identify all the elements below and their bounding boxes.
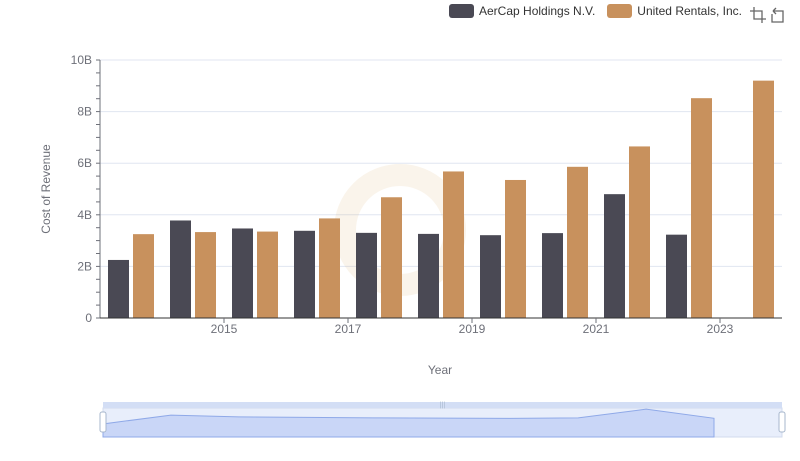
bar-aercap-2015 bbox=[170, 220, 191, 318]
bar-united-rentals-2015 bbox=[195, 232, 216, 318]
data-zoom-slider[interactable]: ||| bbox=[99, 402, 786, 438]
bar-united-rentals-2014 bbox=[133, 234, 154, 318]
x-axis-title: Year bbox=[428, 363, 452, 377]
y-tick-label: 0 bbox=[85, 311, 92, 325]
bar-united-rentals-2016 bbox=[257, 231, 278, 318]
legend-swatch-united-rentals bbox=[607, 4, 633, 18]
bar-united-rentals-2020 bbox=[505, 179, 526, 318]
x-tick-label: 2019 bbox=[459, 322, 486, 336]
chart-toolbar bbox=[747, 6, 787, 24]
legend-item-aercap[interactable]: AerCap Holdings N.V. bbox=[449, 4, 595, 18]
bar-united-rentals-2018 bbox=[381, 197, 402, 318]
bar-aercap-2022 bbox=[604, 194, 625, 318]
restore-icon[interactable] bbox=[769, 6, 787, 24]
bar-aercap-2023 bbox=[666, 234, 687, 318]
legend-label-aercap: AerCap Holdings N.V. bbox=[479, 4, 596, 18]
legend-swatch-aercap bbox=[449, 4, 474, 18]
bar-aercap-2018 bbox=[356, 232, 377, 318]
bar-aercap-2016 bbox=[232, 228, 253, 318]
bar-united-rentals-2021 bbox=[567, 166, 588, 318]
bar-aercap-2014 bbox=[108, 259, 129, 318]
bar-aercap-2017 bbox=[294, 230, 315, 318]
x-tick-label: 2023 bbox=[707, 322, 734, 336]
y-tick-label: 6B bbox=[77, 156, 92, 170]
legend: AerCap Holdings N.V. United Rentals, Inc… bbox=[449, 4, 754, 18]
legend-label-united-rentals: United Rentals, Inc. bbox=[637, 4, 743, 18]
bar-united-rentals-2019 bbox=[443, 171, 464, 318]
zoom-grip: ||| bbox=[440, 402, 446, 409]
zoom-handle-right bbox=[778, 411, 786, 433]
bar-aercap-2021 bbox=[542, 233, 563, 318]
bar-aercap-2020 bbox=[480, 235, 501, 318]
y-tick-label: 8B bbox=[77, 105, 92, 119]
bar-united-rentals-2017 bbox=[319, 218, 340, 318]
zoom-top-bar bbox=[103, 402, 782, 408]
x-tick-label: 2017 bbox=[335, 322, 362, 336]
zoom-overview-area bbox=[102, 408, 715, 438]
bars bbox=[108, 80, 774, 319]
bar-united-rentals-2022 bbox=[629, 146, 650, 318]
legend-item-united-rentals[interactable]: United Rentals, Inc. bbox=[607, 4, 742, 18]
y-axis-title: Cost of Revenue bbox=[39, 144, 53, 234]
x-tick-label: 2021 bbox=[583, 322, 610, 336]
y-tick-label: 4B bbox=[77, 208, 92, 222]
zoom-icon[interactable] bbox=[749, 6, 767, 24]
y-tick-label: 2B bbox=[77, 259, 92, 273]
y-tick-label: 10B bbox=[71, 53, 92, 67]
zoom-handle-left bbox=[99, 411, 107, 433]
axes: 0 2B 4B 6B 8B 10B 2015 2017 2019 2021 2023 bbox=[71, 53, 782, 336]
x-tick-label: 2015 bbox=[211, 322, 238, 336]
bar-united-rentals-2024 bbox=[753, 80, 774, 318]
bar-united-rentals-2023 bbox=[691, 98, 712, 319]
bar-aercap-2019 bbox=[418, 233, 439, 318]
